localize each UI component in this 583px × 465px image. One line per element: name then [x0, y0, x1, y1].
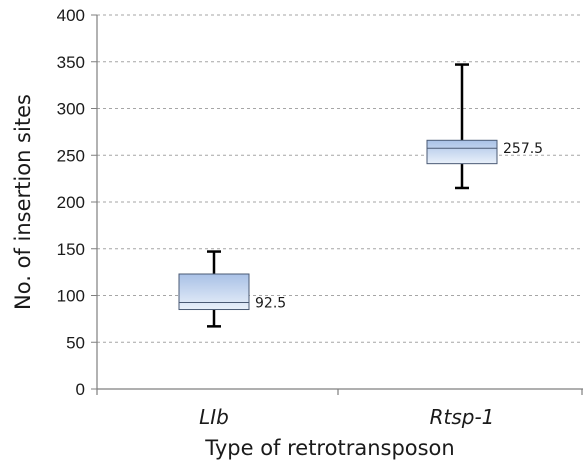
y-tick-label: 250: [57, 146, 85, 165]
axes: [91, 14, 583, 395]
iqr-box: [178, 273, 250, 311]
y-tick-label: 400: [57, 6, 85, 25]
median-label: 92.5: [255, 296, 286, 312]
boxes: 92.5 257.5: [178, 63, 543, 328]
box-lib: 92.5: [178, 250, 286, 328]
y-tick-label: 150: [57, 240, 85, 259]
x-axis-title: Type of retrotransposon: [204, 436, 454, 460]
y-tick-label: 100: [57, 287, 85, 306]
x-category-label: Rtsp-1: [430, 405, 495, 429]
median-label: 257.5: [503, 141, 543, 157]
x-category-label: LIb: [199, 405, 229, 429]
iqr-box: [426, 139, 498, 165]
box-rtsp-1: 257.5: [426, 63, 543, 190]
y-tick-label: 350: [57, 53, 85, 72]
y-tick-label: 300: [57, 100, 85, 119]
y-tick-labels: 0 50 100 150 200 250 300 350 400: [57, 6, 85, 399]
y-axis-title: No. of insertion sites: [11, 94, 35, 310]
y-tick-label: 50: [66, 333, 85, 352]
y-tick-label: 200: [57, 193, 85, 212]
x-category-labels: LIb Rtsp-1: [199, 405, 494, 429]
gridlines: [97, 14, 583, 343]
y-tick-label: 0: [76, 380, 85, 399]
